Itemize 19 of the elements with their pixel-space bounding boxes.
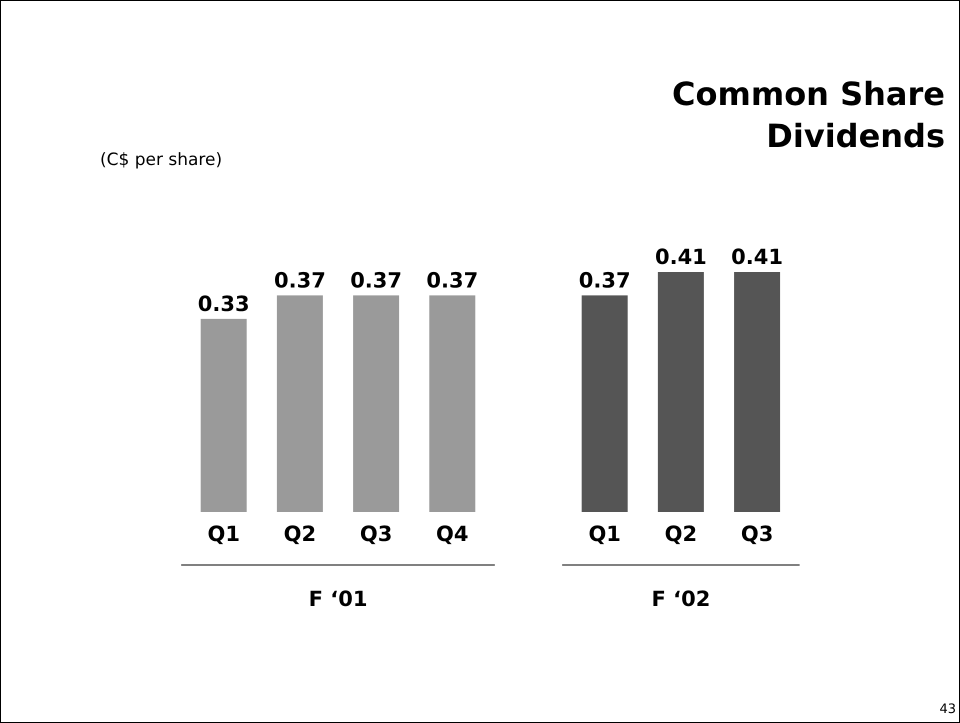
text: F ‘02: [651, 587, 710, 611]
data-label: 0.37: [578, 268, 631, 292]
data-label: 0.33: [198, 292, 250, 316]
text: 43: [939, 702, 956, 717]
x-tick-label: Q2: [664, 522, 698, 546]
x-tick-label: Q3: [740, 522, 774, 546]
data-label: 0.37: [274, 268, 326, 292]
data-label: 0.37: [350, 268, 402, 292]
chart-title: Common Share Dividends: [672, 75, 945, 155]
data-label: 0.41: [654, 245, 707, 269]
x-tick-label: Q1: [207, 522, 240, 546]
x-tick-label: Q1: [588, 522, 621, 546]
chart-subtitle: (C$ per share): [100, 150, 222, 170]
x-tick-label: Q2: [284, 522, 316, 546]
data-label: 0.41: [731, 245, 783, 269]
x-tick-label: Q4: [436, 522, 469, 546]
text: F ‘01: [308, 587, 368, 611]
x-tick-label: Q3: [360, 522, 392, 546]
data-label: 0.37: [426, 268, 478, 292]
